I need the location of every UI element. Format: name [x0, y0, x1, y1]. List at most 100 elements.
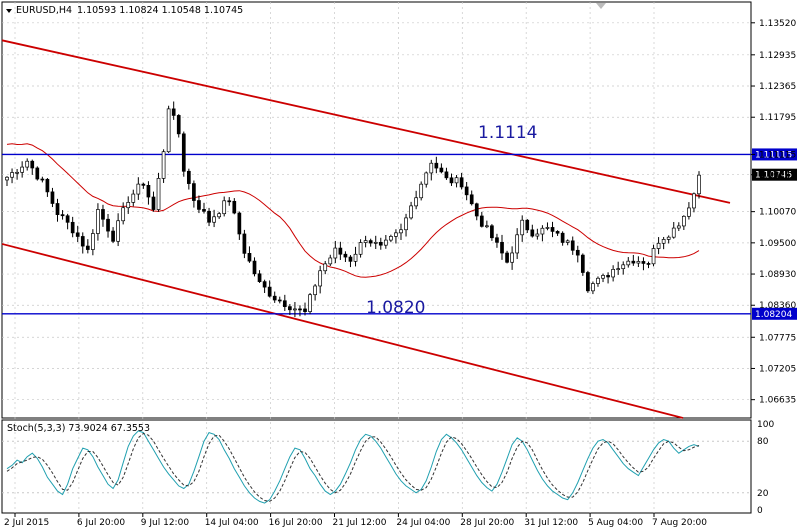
candle-body — [692, 193, 696, 209]
level-price-tag-label: 1.11115 — [755, 150, 792, 160]
candle-body — [575, 249, 580, 256]
stochastic-series: 20 80 0 100 — [2, 420, 774, 516]
moving-average — [6, 143, 700, 278]
candle-body — [540, 227, 545, 235]
candle-body — [227, 200, 232, 203]
candle-body — [459, 177, 464, 188]
candle-body — [631, 260, 636, 264]
candle-body — [469, 194, 474, 205]
candle-body — [687, 207, 691, 217]
candle-body — [636, 261, 641, 264]
level-price-tag — [752, 148, 797, 161]
moving-average-line — [6, 143, 700, 278]
candle-body — [181, 133, 186, 172]
candle-body — [15, 171, 19, 174]
level-price-tag — [752, 307, 797, 320]
candle-body — [424, 172, 429, 185]
price-panel — [1, 1, 752, 419]
stoch-level-label: 20 — [757, 489, 769, 499]
candle-body — [641, 261, 646, 264]
candle-body — [328, 257, 333, 265]
candle-body — [591, 283, 595, 292]
candle-body — [439, 167, 444, 173]
level-annotation-lower: 1.0820 — [366, 298, 425, 318]
candle-body — [545, 227, 550, 229]
chevron-down-icon[interactable] — [6, 9, 12, 13]
candle-body — [212, 216, 216, 223]
x-tick-label: 9 Jul 12:00 — [141, 518, 190, 528]
current-price-tag-label: 1.10745 — [755, 171, 792, 181]
y-tick-label: 1.07205 — [759, 364, 796, 374]
candle-body — [409, 205, 413, 219]
level-annotation-upper: 1.1114 — [478, 123, 537, 143]
candle-body — [65, 215, 70, 223]
candle-body — [166, 108, 171, 153]
gridlines — [2, 2, 751, 513]
candle-body — [444, 171, 449, 179]
candle-body — [141, 183, 146, 186]
candle-body — [611, 269, 615, 278]
channel-upper-line — [1, 39, 731, 204]
stoch-d-line — [6, 432, 700, 502]
x-tick-label: 31 Jul 12:00 — [524, 518, 578, 528]
stoch-k-line — [6, 430, 700, 504]
candle-body — [55, 203, 60, 215]
candle-body — [449, 177, 454, 184]
candle-body — [535, 233, 540, 237]
candle-body — [378, 241, 383, 246]
candle-body — [464, 186, 469, 196]
stochastic-label: Stoch(5,3,3) 73.9024 67.3553 — [7, 423, 150, 434]
candle-body — [606, 275, 610, 278]
x-tick-label: 2 Jul 2015 — [4, 518, 49, 528]
candle-body — [550, 227, 555, 232]
candle-body — [30, 160, 35, 169]
candle-body — [373, 241, 378, 244]
candle-body — [323, 263, 328, 272]
candle-body — [560, 232, 565, 243]
candle-body — [454, 177, 459, 184]
candle-body — [308, 294, 312, 312]
y-tick-label: 1.12935 — [759, 51, 796, 61]
y-tick-label: 1.08930 — [759, 270, 796, 280]
candle-body — [45, 178, 50, 193]
candle-body — [197, 200, 201, 210]
y-tick-label: 1.09500 — [759, 239, 796, 249]
candle-body — [303, 308, 307, 312]
candle-body — [156, 178, 161, 210]
y-tick-label: 1.13520 — [759, 19, 796, 29]
candle-body — [414, 197, 418, 207]
candle-body — [490, 225, 494, 239]
candle-body — [171, 108, 176, 116]
x-tick-label: 16 Jul 20:00 — [269, 518, 323, 528]
x-tick-label: 24 Jul 04:00 — [396, 518, 450, 528]
horizontal-levels: 1.11115 1.08204 1.10745 — [2, 148, 797, 320]
candle-body — [343, 253, 348, 258]
stoch-range-label: 0 — [757, 506, 763, 516]
candle-body — [479, 215, 484, 227]
price-axis: 1.13520 1.12935 1.12365 1.11795 1.11115 1.107… — [751, 19, 796, 406]
candle-body — [40, 178, 45, 181]
candle-body — [146, 185, 151, 198]
candle-body — [247, 253, 252, 262]
candle-body — [474, 203, 479, 217]
channel-lines — [1, 39, 731, 419]
candle-body — [515, 234, 520, 254]
candle-body — [161, 151, 166, 179]
y-tick-label: 1.11795 — [759, 113, 796, 123]
candle-body — [555, 231, 560, 234]
candle-body — [338, 247, 343, 255]
candle-body — [267, 286, 272, 297]
x-tick-label: 5 Aug 04:00 — [588, 518, 643, 528]
candle-body — [666, 236, 671, 240]
y-tick-label: 1.11115 — [759, 150, 796, 160]
candle-body — [419, 183, 424, 199]
candle-body — [389, 236, 393, 241]
candle-body — [50, 191, 55, 204]
x-tick-label: 21 Jul 12:00 — [333, 518, 387, 528]
scroll-marker-icon[interactable] — [596, 3, 606, 9]
candle-body — [530, 229, 535, 237]
candle-body — [570, 240, 575, 251]
y-tick-label: 1.10745 — [759, 171, 796, 181]
candle-body — [272, 295, 277, 301]
